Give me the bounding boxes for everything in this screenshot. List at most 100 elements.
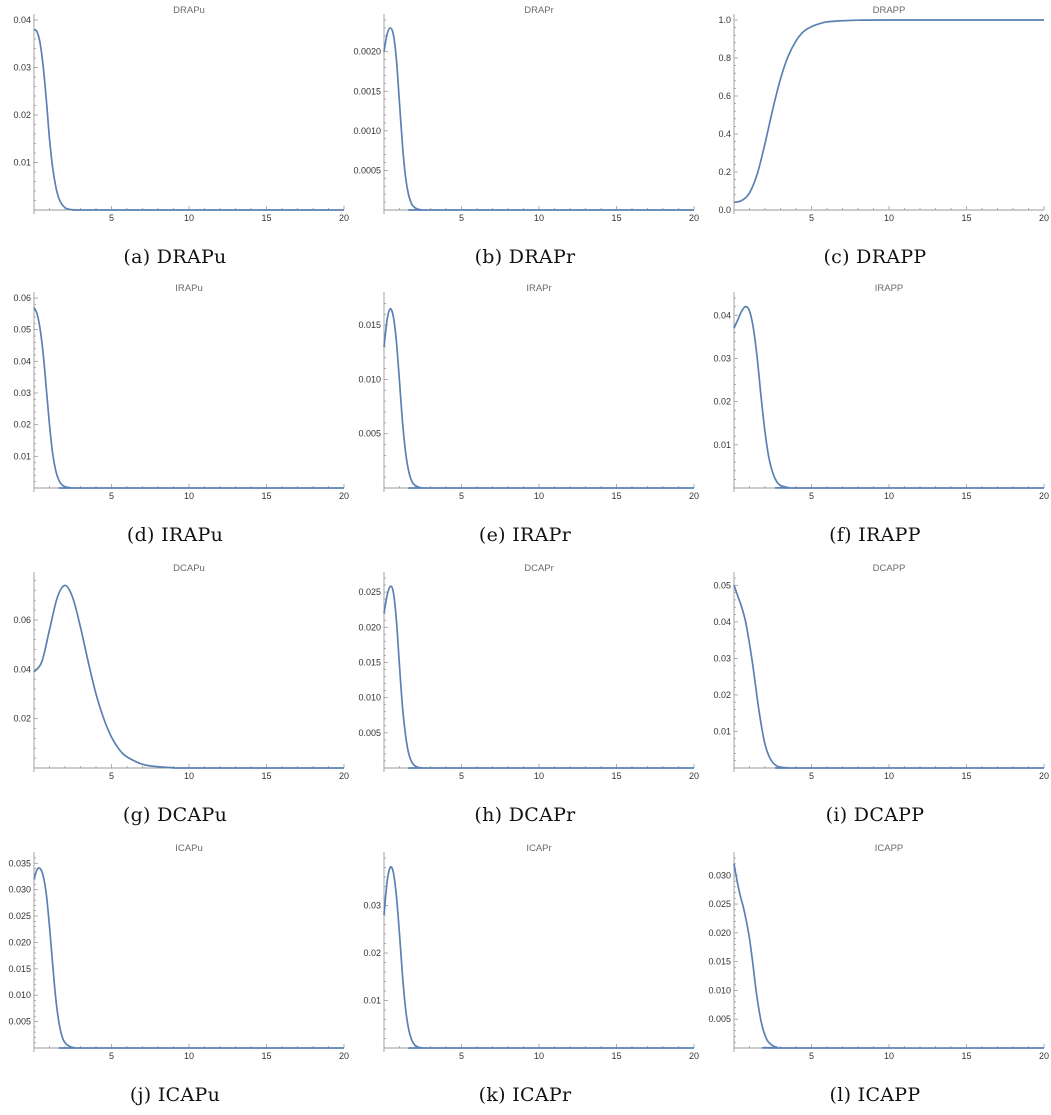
subfigure-caption: (j) ICAPu [129,1084,221,1106]
chart-svg: DCAPP 5 10 15 20 0.01 0.02 0.03 0.04 0.05 [713,563,1049,781]
chart-svg: DCAPr 5 10 15 20 0.005 0.010 0.015 0.020 0.025 [358,563,699,781]
series-line [733,19,1045,204]
y-tick-label: 0.015 [708,957,731,967]
x-tick-label: 5 [809,491,814,501]
series-line [383,585,694,769]
y-tick-label: 0.06 [13,615,31,625]
x-tick-label: 20 [339,213,349,223]
y-tick-label: 1.0 [718,15,731,25]
x-tick-label: 20 [339,491,349,501]
chart-svg: ICAPP 5 10 15 20 0.005 0.010 0.015 0.020 0.025 0.0… [708,843,1049,1061]
y-tick-label: 0.03 [13,388,31,398]
x-tick-label: 15 [261,213,271,223]
x-tick-label: 10 [184,1051,194,1061]
chart-svg: ICAPu 5 10 15 20 0.005 0.010 0.015 0.020 0.025 0.0… [8,843,349,1061]
subfigure-caption: (b) DRAPr [474,246,576,268]
y-tick-label: 0.015 [8,964,31,974]
chart-title: ICAPr [526,843,551,854]
subfigure-caption: (g) DCAPu [122,804,228,826]
x-tick-label: 5 [109,491,114,501]
y-tick-label: 0.015 [358,320,381,330]
chart-svg: DRAPP 5 10 15 20 0.0 0.2 0.4 0.6 0.8 1.0 [718,5,1049,223]
y-tick-label: 0.01 [13,451,31,461]
chart-title: DRAPP [873,5,906,16]
chart-svg: DRAPu 5 10 15 20 0.01 0.02 0.03 0.04 [13,5,349,223]
x-tick-label: 5 [459,213,464,223]
x-tick-label: 5 [459,1051,464,1061]
x-tick-label: 5 [109,1051,114,1061]
y-tick-label: 0.010 [358,374,381,384]
x-tick-label: 15 [961,1051,971,1061]
series-line [33,307,344,489]
x-tick-label: 15 [961,771,971,781]
x-tick-label: 15 [611,771,621,781]
chart-panel-irapr: IRAPr 5 10 15 20 0.005 0.010 0.015 (e) IRAPr [350,280,700,555]
chart-panel-irapp: IRAPP 5 10 15 20 0.01 0.02 0.03 0.04 (f) IRAPP [700,280,1050,555]
y-tick-label: 0.020 [358,622,381,632]
y-tick-label: 0.2 [718,167,731,177]
y-tick-label: 0.01 [13,158,31,168]
chart-title: IRAPP [875,283,904,294]
chart-panel-icapu: ICAPu 5 10 15 20 0.005 0.010 0.015 0.020 0.025 0.0… [0,840,350,1115]
x-tick-label: 10 [534,213,544,223]
y-tick-label: 0.02 [363,948,381,958]
x-tick-label: 20 [689,213,699,223]
y-tick-label: 0.06 [13,293,31,303]
chart-title: DCAPP [873,563,906,574]
y-tick-label: 0.010 [358,693,381,703]
y-tick-label: 0.05 [13,325,31,335]
y-tick-label: 0.02 [13,714,31,724]
x-tick-label: 20 [689,771,699,781]
subfigure-caption: (i) DCAPP [825,804,925,826]
y-tick-label: 0.0015 [353,86,381,96]
series-line [33,867,345,1049]
y-tick-label: 0.035 [8,858,31,868]
chart-title: DCAPr [524,563,554,574]
y-tick-label: 0.4 [718,129,731,139]
y-tick-label: 0.03 [713,353,731,363]
series-line [733,585,1045,769]
y-tick-label: 0.02 [13,420,31,430]
y-tick-label: 0.005 [708,1014,731,1024]
y-tick-label: 0.010 [708,985,731,995]
series-line [383,27,694,211]
y-tick-label: 0.0020 [353,47,381,57]
y-tick-label: 0.04 [713,617,731,627]
x-tick-label: 15 [261,771,271,781]
x-tick-label: 15 [961,213,971,223]
series-line [733,305,1045,489]
chart-svg: DCAPu 5 10 15 20 0.02 0.04 0.06 [13,563,349,781]
x-tick-label: 10 [534,1051,544,1061]
chart-title: DRAPr [524,5,554,16]
series-line [383,307,694,489]
x-tick-label: 5 [459,771,464,781]
y-tick-label: 0.020 [708,928,731,938]
x-tick-label: 15 [611,213,621,223]
x-tick-label: 20 [1039,771,1049,781]
subfigure-caption: (l) ICAPP [829,1084,921,1106]
x-tick-label: 10 [184,771,194,781]
subfigure-caption: (a) DRAPu [123,246,227,268]
chart-panel-dcapu: DCAPu 5 10 15 20 0.02 0.04 0.06 (g) DCAPu [0,560,350,835]
y-tick-label: 0.04 [13,15,31,25]
y-tick-label: 0.015 [358,657,381,667]
subfigure-caption: (e) IRAPr [478,524,572,546]
y-tick-label: 0.03 [363,901,381,911]
x-tick-label: 20 [1039,491,1049,501]
y-tick-label: 0.005 [8,1017,31,1027]
y-tick-label: 0.005 [358,429,381,439]
y-tick-label: 0.01 [713,440,731,450]
x-tick-label: 20 [1039,213,1049,223]
y-tick-label: 0.03 [13,63,31,73]
chart-panel-dcapr: DCAPr 5 10 15 20 0.005 0.010 0.015 0.020 0.025 (h)… [350,560,700,835]
y-tick-label: 0.025 [358,587,381,597]
subfigure-caption: (h) DCAPr [474,804,576,826]
y-tick-label: 0.05 [713,580,731,590]
x-tick-label: 20 [339,771,349,781]
chart-title: ICAPu [175,843,202,854]
x-tick-label: 10 [884,771,894,781]
y-tick-label: 0.04 [713,310,731,320]
x-tick-label: 15 [261,491,271,501]
chart-svg: IRAPu 5 10 15 20 0.01 0.02 0.03 0.04 0.05 0.06 [13,283,349,501]
